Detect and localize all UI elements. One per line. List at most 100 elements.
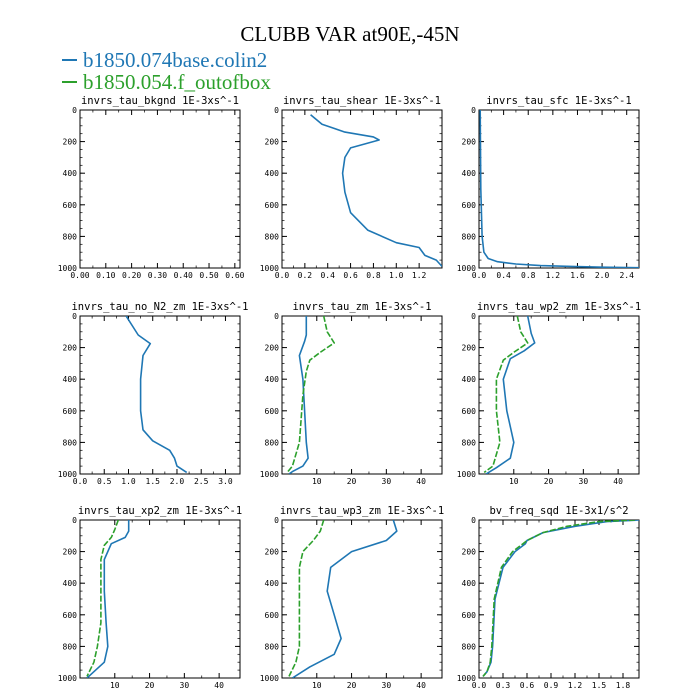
- y-tick-label: 1000: [457, 264, 476, 273]
- y-tick-label: 800: [265, 232, 280, 241]
- x-tick-label: 0.00: [70, 271, 89, 280]
- panel-7: invrs_tau_wp3_zm 1E-3xs^-10 200 400 600 800 1…: [260, 505, 444, 690]
- y-tick-label: 800: [265, 642, 280, 651]
- y-tick-label: 800: [265, 438, 280, 447]
- y-tick-label: 0: [471, 106, 476, 115]
- x-tick-label: 30: [579, 477, 589, 486]
- x-tick-label: 0.0: [472, 271, 487, 280]
- series-line-1: [86, 520, 120, 677]
- y-tick-label: 0: [72, 312, 77, 321]
- x-tick-label: 0.10: [96, 271, 115, 280]
- y-tick-label: 1000: [58, 674, 77, 683]
- panel-1: invrs_tau_shear 1E-3xs^-1 0 200 400 600 800 10…: [260, 95, 443, 280]
- y-tick-label: 800: [462, 438, 477, 447]
- panel-title: invrs_tau_bkgnd 1E-3xs^-1: [81, 95, 239, 107]
- legend-label-outofbox: b1850.054.f_outofbox: [83, 70, 271, 94]
- x-tick-label: 2.0: [170, 477, 185, 486]
- plot-frame: [478, 519, 640, 679]
- plot-frame: [478, 109, 640, 269]
- x-tick-label: 0.2: [298, 271, 313, 280]
- y-tick-label: 600: [63, 201, 78, 210]
- y-tick-label: 800: [462, 232, 477, 241]
- y-tick-label: 800: [63, 438, 78, 447]
- panel-title: invrs_tau_sfc 1E-3xs^-1: [486, 95, 631, 107]
- x-tick-label: 0.40: [174, 271, 193, 280]
- x-tick-label: 40: [416, 681, 426, 690]
- x-tick-label: 0.6: [520, 681, 535, 690]
- y-tick-label: 600: [265, 611, 280, 620]
- y-tick-label: 1000: [260, 470, 279, 479]
- x-tick-label: 10: [312, 477, 322, 486]
- x-tick-label: 30: [382, 477, 392, 486]
- panel-6: invrs_tau_xp2_zm 1E-3xs^-10 200 400 600 800 1…: [58, 505, 242, 690]
- y-tick-label: 0: [471, 516, 476, 525]
- y-tick-label: 200: [63, 344, 78, 353]
- panel-title: invrs_tau_shear 1E-3xs^-1: [283, 95, 441, 107]
- plot-frame: [478, 315, 640, 475]
- x-tick-label: 0.4: [320, 271, 335, 280]
- y-tick-label: 600: [462, 407, 477, 416]
- series-line-1: [288, 520, 325, 677]
- x-tick-label: 2.5: [194, 477, 209, 486]
- panel-title: invrs_tau_no_N2_zm 1E-3xs^-1: [71, 301, 248, 313]
- y-tick-label: 400: [265, 579, 280, 588]
- y-tick-label: 400: [265, 375, 280, 384]
- y-tick-label: 0: [274, 516, 279, 525]
- y-tick-label: 0: [72, 106, 77, 115]
- x-tick-label: 0.30: [148, 271, 167, 280]
- y-tick-label: 600: [63, 407, 78, 416]
- panel-title: bv_freq_sqd 1E-3x1/s^2: [489, 505, 628, 517]
- y-tick-label: 1000: [457, 674, 476, 683]
- x-tick-label: 1.0: [121, 477, 136, 486]
- series-line-0: [125, 316, 188, 474]
- panel-4: invrs_tau_zm 1E-3xs^-1 0 200 400 600 800 1000 1…: [260, 301, 443, 486]
- panel-5: invrs_tau_wp2_zm 1E-3xs^-10 200 400 600 800 1…: [457, 301, 641, 486]
- y-tick-label: 800: [63, 642, 78, 651]
- panel-2: invrs_tau_sfc 1E-3xs^-1 0 200 400 600 800 1000…: [457, 95, 640, 280]
- x-tick-label: 0.0: [73, 477, 88, 486]
- y-tick-label: 600: [265, 201, 280, 210]
- plot-frame: [79, 315, 241, 475]
- figure-title: CLUBB VAR at90E,-45N: [240, 22, 460, 46]
- panel-title: invrs_tau_wp3_zm 1E-3xs^-1: [280, 505, 444, 517]
- y-tick-label: 400: [462, 375, 477, 384]
- y-tick-label: 1000: [260, 264, 279, 273]
- y-tick-label: 1000: [58, 470, 77, 479]
- x-tick-label: 1.6: [570, 271, 585, 280]
- x-tick-label: 1.5: [146, 477, 161, 486]
- x-tick-label: 40: [416, 477, 426, 486]
- y-tick-label: 400: [462, 579, 477, 588]
- panel-3: invrs_tau_no_N2_zm 1E-3xs^-10 200 400 600 80…: [58, 301, 249, 486]
- plot-frame: [281, 109, 443, 269]
- x-tick-label: 30: [180, 681, 190, 690]
- series-line-1: [286, 316, 335, 473]
- series-line-0: [482, 520, 639, 677]
- y-tick-label: 1000: [58, 264, 77, 273]
- x-tick-label: 0.50: [199, 271, 218, 280]
- y-tick-label: 200: [63, 548, 78, 557]
- x-tick-label: 10: [312, 681, 322, 690]
- series-line-0: [288, 316, 309, 474]
- y-tick-label: 1000: [457, 470, 476, 479]
- y-tick-label: 400: [63, 579, 78, 588]
- x-tick-label: 1.2: [568, 681, 583, 690]
- y-tick-label: 600: [462, 201, 477, 210]
- x-tick-label: 1.2: [546, 271, 561, 280]
- y-tick-label: 0: [471, 312, 476, 321]
- plot-frame: [281, 519, 443, 679]
- panel-8: bv_freq_sqd 1E-3x1/s^2020040060080010000…: [457, 505, 640, 690]
- series-line-0: [485, 316, 536, 474]
- x-tick-label: 0.20: [122, 271, 141, 280]
- x-tick-label: 0.4: [496, 271, 511, 280]
- x-tick-label: 20: [544, 477, 554, 486]
- panel-0: invrs_tau_bkgnd 1E-3xs^-1 0 200 400 600 800 10…: [58, 95, 245, 280]
- y-tick-label: 0: [274, 106, 279, 115]
- y-tick-label: 600: [265, 407, 280, 416]
- y-tick-label: 400: [63, 169, 78, 178]
- panel-title: invrs_tau_zm 1E-3xs^-1: [292, 301, 431, 313]
- x-tick-label: 0.0: [275, 271, 290, 280]
- x-tick-label: 1.8: [616, 681, 631, 690]
- x-tick-label: 2.0: [595, 271, 610, 280]
- x-tick-label: 10: [110, 681, 120, 690]
- y-tick-label: 200: [265, 344, 280, 353]
